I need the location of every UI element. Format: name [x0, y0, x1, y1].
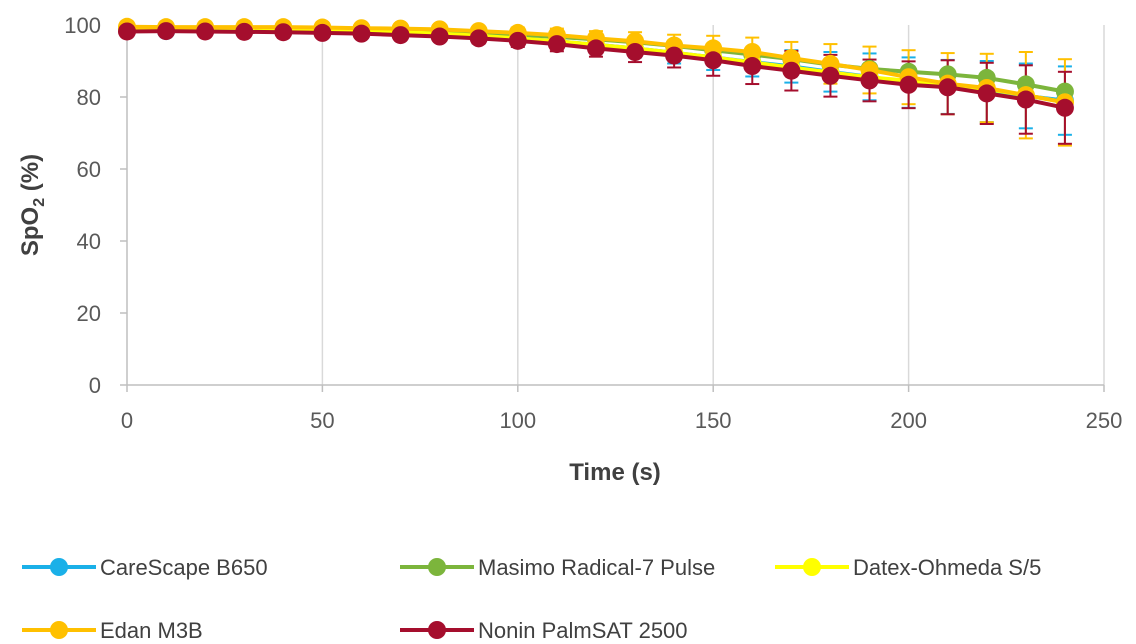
legend-item-2: Datex-Ohmeda S/5 — [775, 555, 1041, 580]
data-point — [313, 23, 332, 42]
legend-item-0: CareScape B650 — [22, 555, 268, 580]
data-point — [1055, 98, 1074, 117]
data-point — [938, 78, 957, 97]
legend-marker — [50, 621, 68, 639]
data-point — [782, 49, 801, 68]
y-tick-label-100: 100 — [64, 13, 101, 38]
data-point — [665, 46, 684, 65]
legend-item-3: Edan M3B — [22, 618, 203, 643]
legend-label: Nonin PalmSAT 2500 — [478, 618, 688, 643]
y-tick-label-40: 40 — [77, 229, 101, 254]
legend-item-4: Nonin PalmSAT 2500 — [400, 618, 688, 643]
series-lines — [118, 17, 1074, 117]
data-point — [352, 24, 371, 43]
data-point — [547, 35, 566, 54]
y-tick-label-80: 80 — [77, 85, 101, 110]
data-point — [430, 27, 449, 46]
legend-label: Masimo Radical-7 Pulse — [478, 555, 715, 580]
y-tick-label-20: 20 — [77, 301, 101, 326]
data-point — [235, 22, 254, 41]
data-point — [782, 61, 801, 80]
data-point — [626, 43, 645, 61]
legend-marker — [803, 558, 821, 576]
legend-marker — [428, 558, 446, 576]
tick-labels: 0 20 40 60 80 100 0 50 100 150 200 250 — [64, 13, 1122, 433]
x-tick-label-200: 200 — [890, 408, 927, 433]
data-point — [743, 57, 762, 76]
x-tick-label-250: 250 — [1086, 408, 1123, 433]
data-point — [196, 22, 215, 41]
x-tick-label-50: 50 — [310, 408, 334, 433]
axes — [120, 24, 1105, 392]
data-point — [743, 43, 762, 61]
legend: CareScape B650 Masimo Radical-7 Pulse Date… — [22, 555, 1041, 643]
data-point — [586, 39, 605, 58]
y-tick-label-60: 60 — [77, 157, 101, 182]
series-3 — [118, 17, 1074, 112]
data-point — [469, 29, 488, 48]
data-point — [274, 23, 293, 42]
data-point — [1016, 90, 1035, 109]
legend-label: CareScape B650 — [100, 555, 268, 580]
data-point — [508, 31, 527, 50]
legend-label: Edan M3B — [100, 618, 203, 643]
x-axis-title: Time (s) — [569, 459, 661, 486]
y-axis-title: SpO2 (%) — [17, 154, 48, 256]
legend-marker — [50, 558, 68, 576]
data-point — [899, 75, 918, 94]
data-point — [118, 22, 136, 41]
data-point — [860, 71, 879, 90]
y-tick-label-0: 0 — [89, 373, 101, 398]
data-point — [821, 66, 840, 85]
legend-label: Datex-Ohmeda S/5 — [853, 555, 1041, 580]
legend-item-1: Masimo Radical-7 Pulse — [400, 555, 715, 580]
legend-marker — [428, 621, 446, 639]
data-point — [391, 26, 410, 45]
data-point — [157, 22, 176, 41]
data-point — [977, 84, 996, 103]
series-4 — [118, 22, 1074, 117]
x-tick-label-0: 0 — [121, 408, 133, 433]
x-tick-label-100: 100 — [499, 408, 536, 433]
data-point — [704, 51, 723, 70]
x-tick-label-150: 150 — [695, 408, 732, 433]
